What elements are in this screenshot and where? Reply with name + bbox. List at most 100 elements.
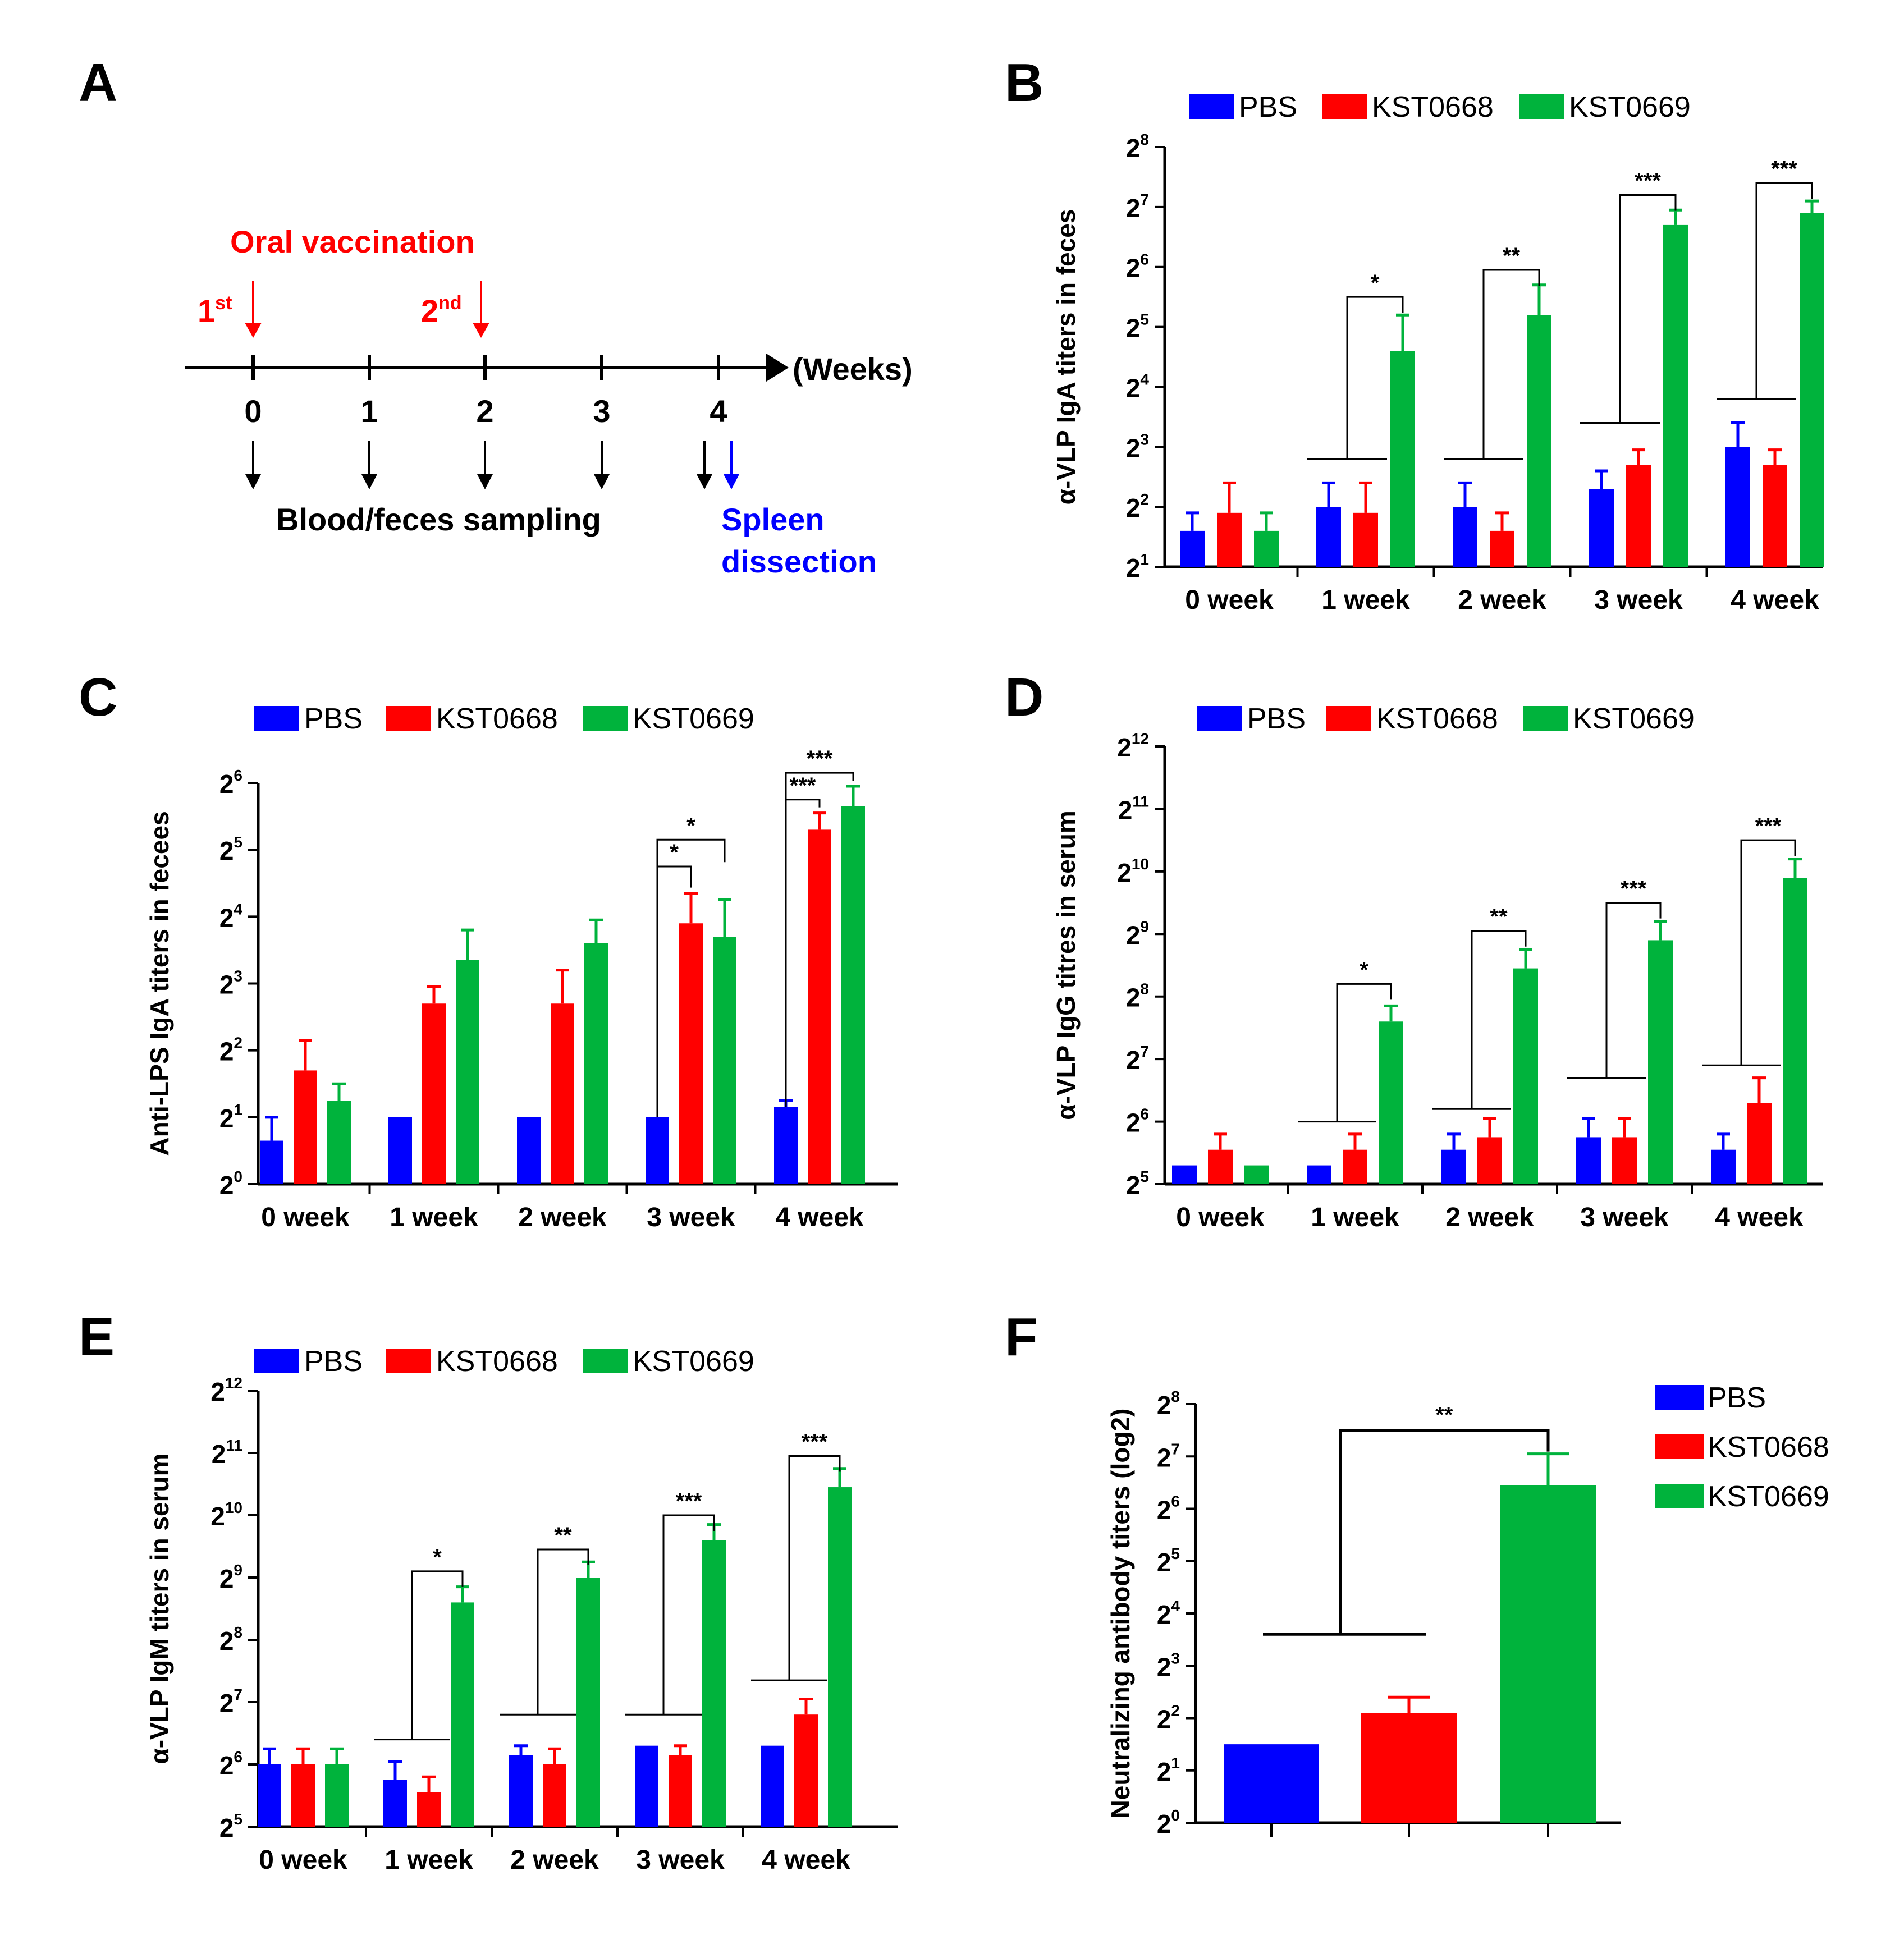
- y-tick-base: 2: [219, 1626, 234, 1656]
- significance-label: **: [1503, 244, 1521, 268]
- bar-charts: B PBS KST0668 KST06692122232425262728α-VLP …: [79, 53, 1829, 1875]
- bar-kst0668: [417, 1792, 441, 1827]
- y-tick-base: 2: [1157, 1757, 1171, 1786]
- y-tick-exponent: 11: [226, 1437, 242, 1454]
- bar-pbs: [761, 1745, 784, 1827]
- y-tick-base: 2: [210, 1377, 225, 1406]
- panel-label-c: C: [79, 667, 117, 727]
- y-tick-exponent: 0: [1171, 1806, 1180, 1824]
- y-tick-label: 210: [1117, 855, 1149, 887]
- chart-panel-e: E PBS KST0668 KST06692526272829210211212α-V…: [79, 1307, 898, 1875]
- significance-label: *: [686, 813, 695, 838]
- significance-label: **: [1490, 905, 1508, 929]
- bar-pbs: [260, 1140, 283, 1184]
- timeline-tick-label: 0: [244, 393, 262, 429]
- sampling-arrowhead: [697, 474, 712, 489]
- y-tick-exponent: 11: [1132, 792, 1149, 810]
- y-tick-label: 25: [219, 1810, 242, 1842]
- legend-swatch-kst0669: [583, 706, 628, 731]
- significance-label: ***: [790, 773, 816, 798]
- bar-kst0668: [551, 1003, 574, 1184]
- significance-bracket: [1755, 182, 1813, 399]
- y-tick-label: 28: [1126, 131, 1149, 163]
- timeline-tick-label: 2: [476, 393, 493, 429]
- first-dose-arrowhead: [245, 323, 262, 338]
- y-tick-label: 26: [219, 767, 242, 799]
- bar-kst0669: [1500, 1485, 1596, 1823]
- y-tick-exponent: 8: [1140, 131, 1149, 148]
- significance-label: *: [670, 840, 679, 865]
- y-tick-label: 211: [1118, 792, 1149, 824]
- chart-panel-b: B PBS KST0668 KST06692122232425262728α-VLP …: [1005, 53, 1824, 615]
- significance-label: ***: [802, 1430, 828, 1455]
- bar-pbs: [509, 1755, 533, 1827]
- bar-pbs: [383, 1780, 407, 1827]
- y-tick-base: 2: [1126, 134, 1141, 163]
- y-tick-label: 21: [1126, 551, 1149, 583]
- bar-kst0669: [584, 943, 608, 1184]
- y-tick-exponent: 8: [234, 1624, 242, 1641]
- category-label: 1 week: [385, 1845, 473, 1875]
- sampling-arrowhead: [361, 474, 377, 489]
- category-label: 2 week: [1445, 1203, 1534, 1232]
- bar-kst0669: [713, 937, 736, 1184]
- bar-kst0669: [1379, 1021, 1403, 1184]
- y-axis-label: Anti-LPS IgA titers in fecees: [145, 811, 174, 1156]
- significance-bracket: [1482, 269, 1540, 459]
- y-tick-base: 2: [219, 1104, 234, 1133]
- y-tick-base: 2: [1126, 1046, 1141, 1075]
- category-label: 0 week: [1185, 585, 1274, 615]
- y-tick-label: 24: [1126, 370, 1150, 402]
- legend-label-kst0668: KST0668: [1708, 1431, 1829, 1464]
- y-axis-label: α-VLP IgA titers in feces: [1051, 209, 1081, 505]
- y-tick-base: 2: [212, 1439, 226, 1469]
- bar-kst0668: [1361, 1713, 1457, 1823]
- y-tick-exponent: 9: [1140, 918, 1149, 935]
- bar-pbs: [1180, 530, 1205, 567]
- y-tick-label: 212: [1117, 730, 1149, 762]
- y-tick-exponent: 8: [1140, 980, 1149, 998]
- category-label: 3 week: [636, 1845, 725, 1875]
- y-tick-label: 21: [219, 1101, 242, 1133]
- y-axis-label: Neutralizing antibody titers (log2): [1106, 1409, 1135, 1819]
- category-label: 1 week: [1321, 585, 1410, 615]
- y-tick-exponent: 3: [1171, 1649, 1180, 1667]
- bar-kst0669: [325, 1764, 349, 1827]
- bar-pbs: [1307, 1165, 1331, 1184]
- bar-kst0668: [1490, 530, 1514, 567]
- significance-bracket: [1339, 1429, 1550, 1635]
- legend-swatch-kst0669: [1523, 706, 1568, 731]
- bar-kst0669: [1783, 878, 1807, 1184]
- legend-swatch-kst0669: [583, 1349, 628, 1373]
- bar-kst0669: [1390, 351, 1415, 567]
- legend-label-pbs: PBS: [1708, 1382, 1766, 1414]
- bar-kst0668: [291, 1764, 315, 1827]
- y-tick-label: 20: [1157, 1806, 1180, 1838]
- y-tick-exponent: 3: [1140, 430, 1149, 448]
- y-tick-label: 25: [1157, 1545, 1180, 1577]
- legend-swatch-kst0669: [1655, 1484, 1704, 1508]
- y-tick-label: 25: [219, 833, 242, 865]
- sampling-arrowhead: [245, 474, 261, 489]
- second-dose-arrowhead: [473, 323, 489, 338]
- y-tick-base: 2: [1126, 254, 1141, 283]
- sampling-arrowhead: [594, 474, 610, 489]
- y-tick-label: 212: [210, 1374, 242, 1406]
- significance-bracket: [788, 1455, 841, 1681]
- bar-kst0668: [1747, 1103, 1772, 1184]
- bar-kst0668: [679, 923, 703, 1184]
- sampling-label: Blood/feces sampling: [276, 502, 601, 537]
- bar-kst0668: [794, 1714, 818, 1827]
- bar-kst0668: [294, 1070, 317, 1184]
- bar-pbs: [1726, 447, 1750, 567]
- y-tick-label: 25: [1126, 311, 1149, 343]
- y-tick-exponent: 4: [234, 900, 242, 918]
- legend-label-kst0669: KST0669: [633, 1345, 754, 1378]
- y-tick-base: 2: [1126, 194, 1141, 223]
- significance-label: **: [1435, 1403, 1453, 1428]
- y-tick-exponent: 5: [234, 833, 242, 851]
- legend-label-pbs: PBS: [1247, 703, 1306, 735]
- y-tick-exponent: 7: [1140, 191, 1149, 208]
- significance-label: ***: [1755, 814, 1782, 838]
